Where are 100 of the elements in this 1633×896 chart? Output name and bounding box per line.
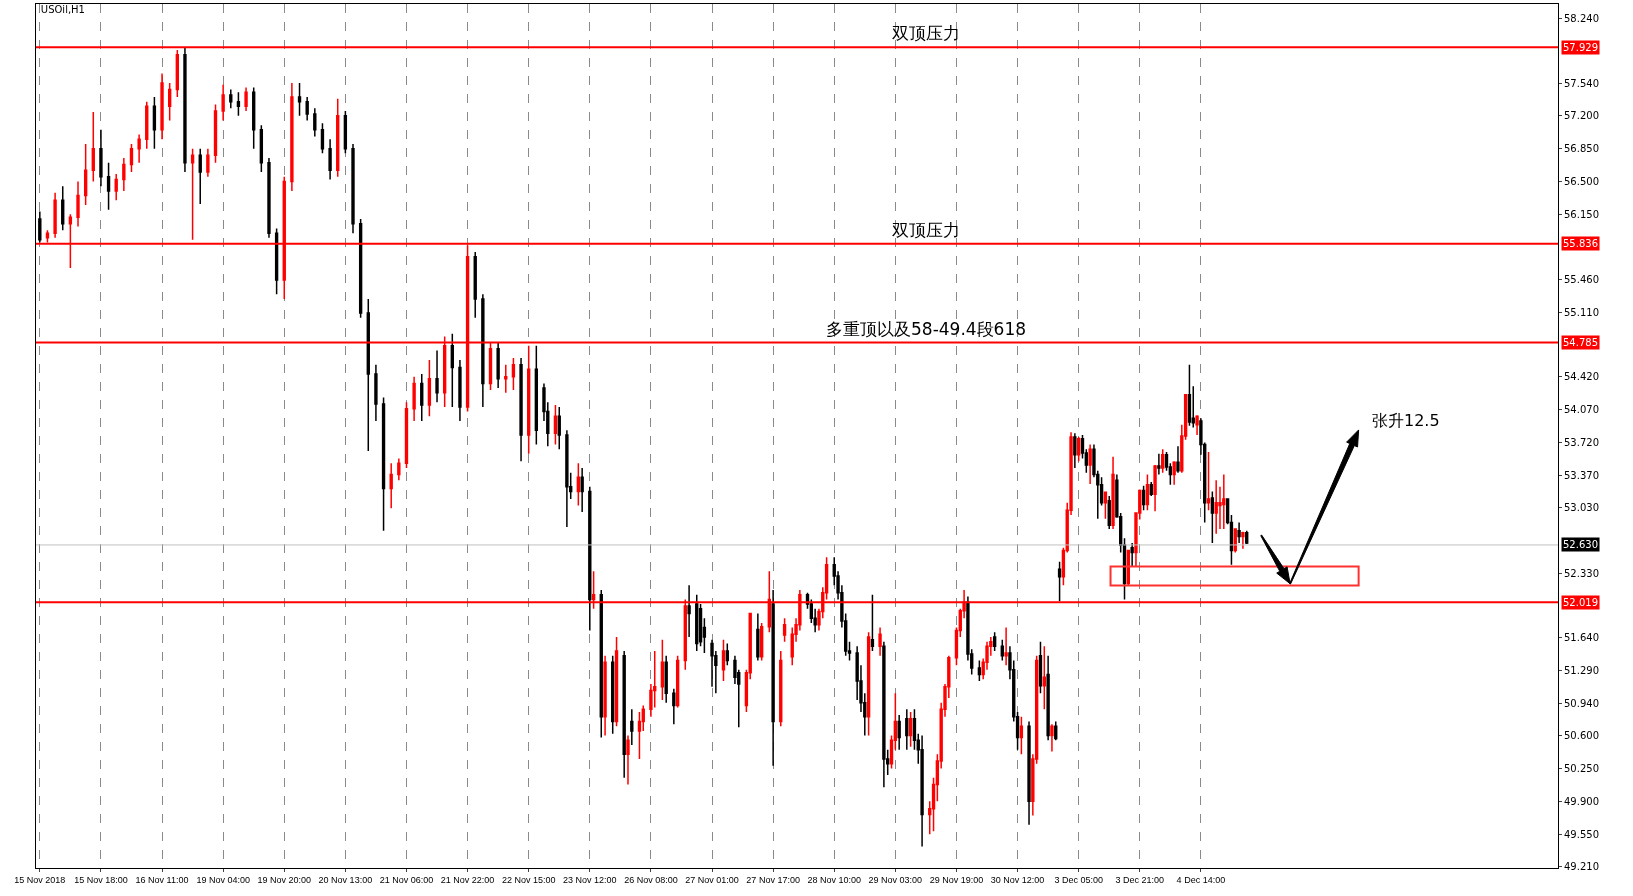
candlestick xyxy=(252,86,256,150)
candlestick xyxy=(129,143,134,173)
candlestick xyxy=(198,147,202,205)
candlestick xyxy=(565,429,569,528)
x-tick-label: 3 Dec 21:00 xyxy=(1115,874,1165,885)
candlestick xyxy=(458,359,462,422)
candlestick xyxy=(61,185,65,232)
candlestick xyxy=(221,84,225,122)
candlestick xyxy=(687,584,691,638)
candlestick xyxy=(404,401,409,469)
y-tick-label: 54.420 xyxy=(1564,371,1599,383)
candlestick xyxy=(1210,490,1215,544)
y-tick-label: 53.370 xyxy=(1564,469,1599,481)
x-tick-label: 23 Nov 12:00 xyxy=(563,874,617,885)
x-tick-label: 19 Nov 04:00 xyxy=(196,874,250,885)
candlestick xyxy=(519,357,523,463)
candlestick xyxy=(779,650,783,727)
chart-title: USOil,H1 xyxy=(40,4,85,16)
candlestick xyxy=(290,82,294,192)
y-tick-label: 53.030 xyxy=(1564,501,1599,513)
y-tick-label: 52.019 xyxy=(1563,597,1598,608)
candlestick xyxy=(213,103,218,164)
candlestick xyxy=(267,157,271,239)
candlestick xyxy=(1054,720,1058,742)
candlestick xyxy=(1076,436,1081,463)
x-tick-label: 16 Nov 11:00 xyxy=(135,874,189,885)
candlestick xyxy=(1153,464,1157,512)
candlestick xyxy=(351,143,355,234)
candlestick xyxy=(626,734,630,786)
candlestick xyxy=(1038,640,1043,695)
ref-line-label: 双顶压力 xyxy=(892,23,960,43)
candlestick xyxy=(427,359,432,418)
candlestick xyxy=(106,161,111,211)
candlestick xyxy=(473,251,477,319)
candlestick xyxy=(1237,521,1241,544)
candlestick xyxy=(771,589,775,767)
candlestick xyxy=(603,655,607,737)
candlestick xyxy=(588,485,592,632)
candlestick xyxy=(229,88,233,109)
candlestick xyxy=(99,129,103,187)
y-tick-label: 54.070 xyxy=(1564,404,1599,416)
candlestick xyxy=(38,210,42,244)
y-tick-label: 53.720 xyxy=(1564,437,1599,449)
candlestick xyxy=(1111,455,1115,530)
x-tick-label: 29 Nov 03:00 xyxy=(868,874,923,885)
x-tick-label: 15 Nov 2018 xyxy=(14,874,66,885)
y-tick-label: 58.240 xyxy=(1564,12,1599,24)
candlestick xyxy=(320,122,325,155)
candlestick xyxy=(1130,542,1134,568)
x-tick-label: 26 Nov 08:00 xyxy=(624,874,678,885)
candlestick xyxy=(1145,473,1150,511)
candlestick xyxy=(366,298,370,452)
candlestick xyxy=(412,376,416,422)
candlestick xyxy=(190,147,195,241)
candlestick xyxy=(660,639,665,701)
candlestick xyxy=(160,72,164,140)
candlestick xyxy=(481,293,485,408)
y-tick-label: 57.540 xyxy=(1564,78,1599,90)
candlestick xyxy=(83,143,88,206)
x-tick-label: 29 Nov 19:00 xyxy=(929,874,984,885)
x-tick-label: 3 Dec 05:00 xyxy=(1054,874,1103,885)
candlestick xyxy=(328,138,332,181)
candlestick xyxy=(1027,720,1031,826)
candlestick xyxy=(557,406,561,450)
candlestick xyxy=(527,345,531,455)
candlestick xyxy=(183,46,187,173)
y-tick-label: 57.200 xyxy=(1564,110,1599,122)
candlestick xyxy=(1161,448,1165,474)
y-tick-label: 56.850 xyxy=(1564,143,1599,155)
candlestick xyxy=(91,111,95,183)
candlestick xyxy=(76,180,80,228)
candlestick xyxy=(1046,655,1050,742)
candlestick xyxy=(122,157,126,192)
candlestick xyxy=(343,110,348,155)
candlestick xyxy=(244,86,248,112)
candlestick xyxy=(878,626,882,657)
candlestick xyxy=(297,82,302,117)
y-tick-label: 49.210 xyxy=(1564,860,1599,872)
y-tick-label: 51.290 xyxy=(1564,665,1599,677)
x-tick-label: 15 Nov 18:00 xyxy=(74,874,128,885)
candlestick xyxy=(992,631,997,652)
y-tick-label: 52.630 xyxy=(1563,539,1598,550)
candlestick xyxy=(866,631,871,737)
y-tick-label: 54.785 xyxy=(1563,337,1598,348)
candlestick xyxy=(420,373,424,422)
candlestick xyxy=(435,349,439,403)
candlestick xyxy=(782,617,787,643)
candlestick xyxy=(1000,639,1004,662)
candlestick xyxy=(908,711,913,748)
candlestick xyxy=(977,659,982,682)
y-tick-label: 55.110 xyxy=(1564,306,1599,318)
candlestick xyxy=(1004,626,1008,666)
candlestick xyxy=(553,404,558,446)
ref-line-label: 双顶压力 xyxy=(892,220,960,240)
candlestick xyxy=(114,173,118,202)
y-tick-label: 49.900 xyxy=(1564,795,1599,807)
candlestick xyxy=(672,687,676,726)
candlestick xyxy=(534,345,539,446)
candlestick xyxy=(1176,445,1180,474)
candlestick xyxy=(397,457,401,481)
